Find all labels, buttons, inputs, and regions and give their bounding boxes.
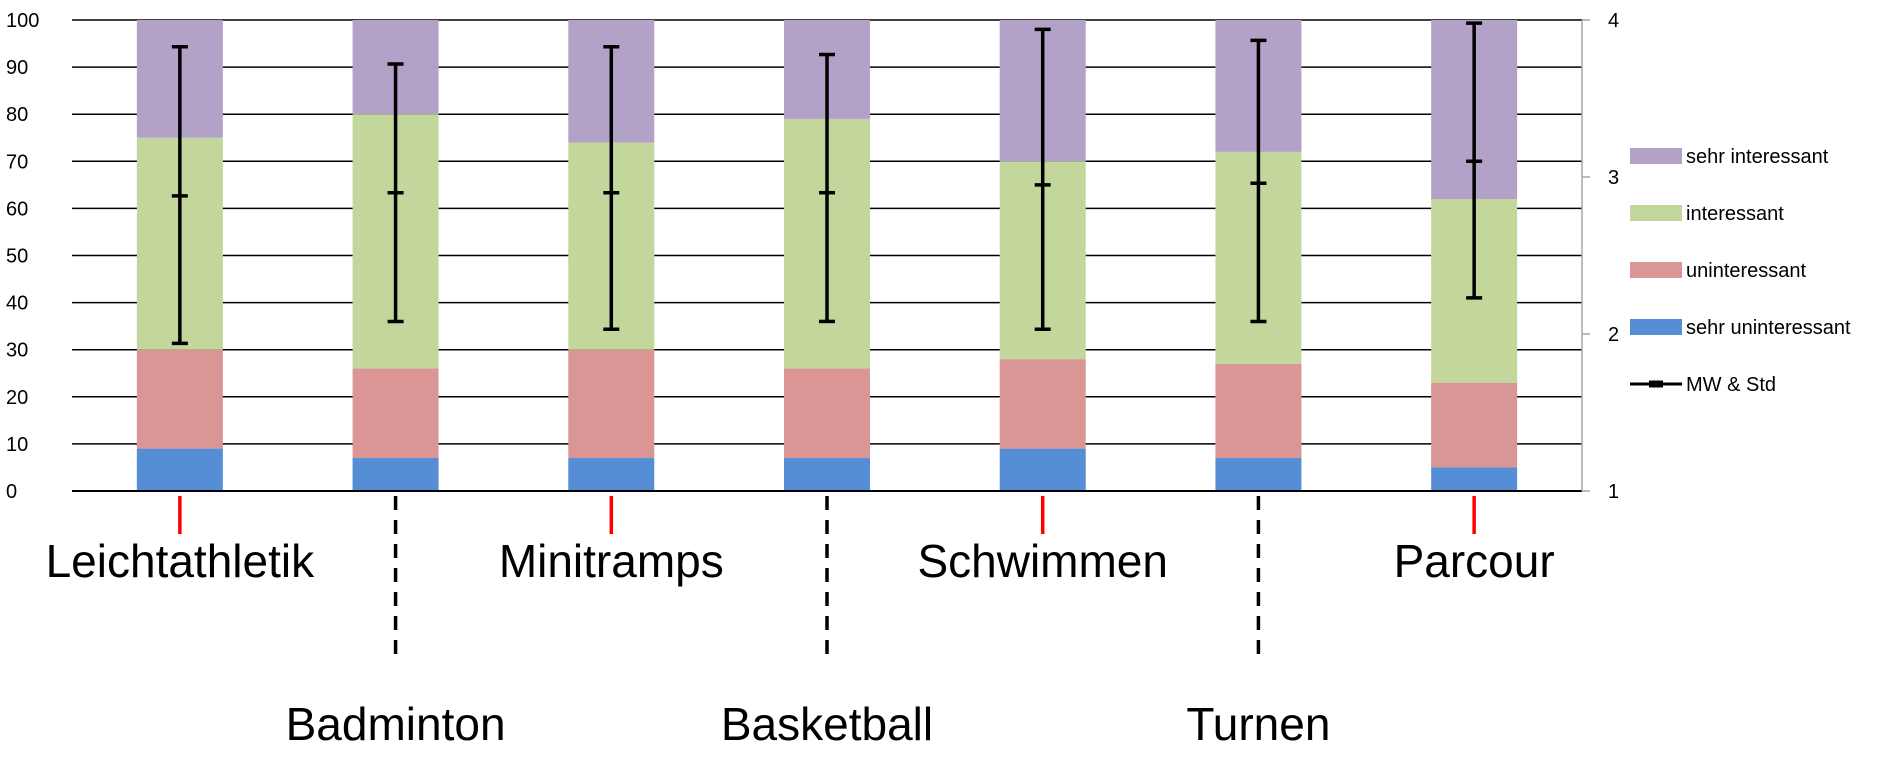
axes: [72, 19, 1590, 492]
bar-leichtathletik-uninteressant: [136, 349, 223, 449]
y-tick-label-70: 70: [6, 151, 28, 173]
category-markers: [178, 496, 1476, 662]
bar-turnen-uninteressant: [1215, 363, 1302, 459]
bar-minitramps-sehr-uninteressant: [568, 458, 655, 491]
category-label-turnen: Turnen: [1186, 698, 1330, 750]
svg-text:MW & Std: MW & Std: [1686, 374, 1776, 396]
legend-item-mw-std: MW & Std: [1630, 374, 1776, 396]
y-tick-labels: 0 10 20 30 40 50 60 70 80 90 100: [6, 10, 39, 503]
y-tick-label-20: 20: [6, 387, 28, 409]
bar-minitramps-uninteressant: [568, 349, 655, 459]
category-label-schwimmen: Schwimmen: [917, 535, 1168, 587]
bar-schwimmen-sehr-uninteressant: [999, 448, 1086, 491]
svg-text:sehr interessant: sehr interessant: [1686, 146, 1829, 168]
bar-leichtathletik-sehr-uninteressant: [136, 448, 223, 491]
errorbar-parcour: [1466, 21, 1483, 300]
y-tick-label-10: 10: [6, 434, 28, 456]
category-label-badminton: Badminton: [286, 698, 506, 750]
y2-tick-label-2: 2: [1608, 324, 1619, 346]
bar-parcour-sehr-uninteressant: [1431, 467, 1518, 491]
errorbar-badminton: [387, 62, 404, 324]
y2-tick-label-1: 1: [1608, 481, 1619, 503]
errorbar-minitramps: [603, 44, 620, 332]
y-tick-label-30: 30: [6, 340, 28, 362]
y-tick-label-60: 60: [6, 198, 28, 220]
bar-turnen-sehr-uninteressant: [1215, 458, 1302, 491]
bar-badminton-uninteressant: [352, 368, 439, 459]
y-tick-label-90: 90: [6, 57, 28, 79]
svg-text:sehr uninteressant: sehr uninteressant: [1686, 317, 1851, 339]
errorbar-leichtathletik: [171, 44, 188, 346]
errorbar-basketball: [819, 52, 835, 324]
svg-text:interessant: interessant: [1686, 203, 1784, 225]
errorbar-schwimmen: [1034, 27, 1051, 332]
category-label-parcour: Parcour: [1394, 535, 1555, 587]
bar-schwimmen-uninteressant: [999, 359, 1086, 449]
error-bars: [171, 21, 1483, 346]
bar-basketball-uninteressant: [784, 368, 870, 459]
y-tick-label-100: 100: [6, 10, 39, 32]
legend-item-sehr-interessant: sehr interessant: [1630, 146, 1829, 168]
y2-tick-label-4: 4: [1608, 10, 1619, 32]
y-tick-label-0: 0: [6, 481, 17, 503]
y-tick-label-80: 80: [6, 104, 28, 126]
category-label-basketball: Basketball: [721, 698, 933, 750]
y2-tick-label-3: 3: [1608, 167, 1619, 189]
bar-badminton-sehr-uninteressant: [352, 458, 439, 491]
legend-item-sehr-uninteressant: sehr uninteressant: [1630, 317, 1851, 339]
y-tick-label-50: 50: [6, 246, 28, 268]
category-labels: Leichtathletik Badminton Minitramps Basketb…: [46, 535, 1555, 750]
legend: sehr interessant interessant uninteressant…: [1630, 146, 1851, 396]
y-tick-label-40: 40: [6, 293, 28, 315]
errorbar-turnen: [1250, 38, 1267, 324]
category-label-leichtathletik: Leichtathletik: [46, 535, 315, 587]
legend-item-interessant: interessant: [1630, 203, 1784, 225]
legend-item-uninteressant: uninteressant: [1630, 260, 1807, 282]
bar-parcour-uninteressant: [1431, 382, 1518, 468]
category-label-minitramps: Minitramps: [499, 535, 724, 587]
bar-basketball-sehr-uninteressant: [784, 458, 870, 491]
svg-text:uninteressant: uninteressant: [1686, 260, 1807, 282]
y2-tick-labels: 1 2 3 4: [1608, 10, 1619, 503]
